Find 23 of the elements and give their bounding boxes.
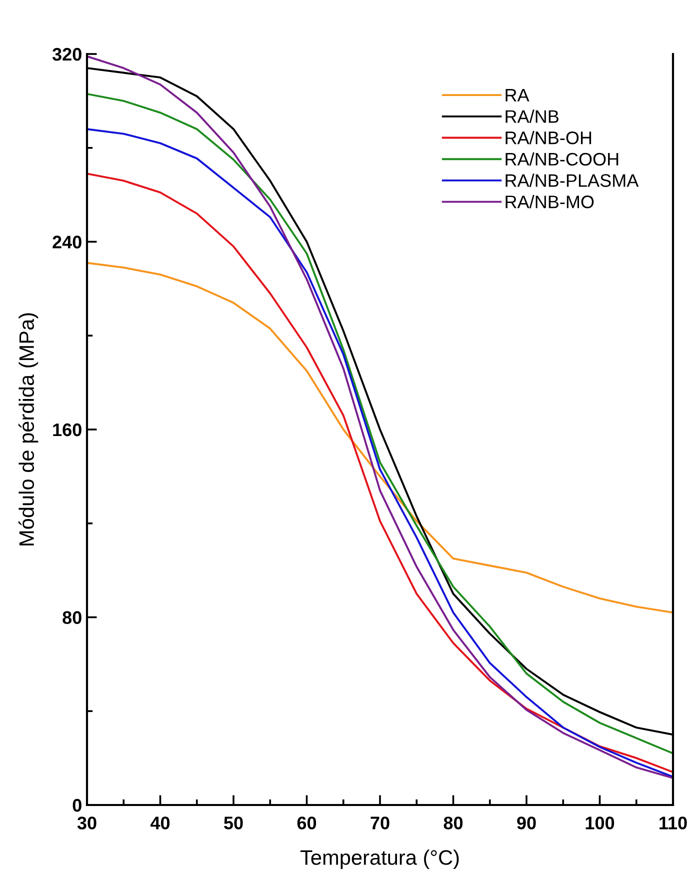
x-tick-label: 90 <box>517 816 536 830</box>
x-tick-label: 70 <box>370 816 390 830</box>
x-tick-label: 30 <box>77 816 96 830</box>
legend-label: RA/NB-MO <box>506 195 594 208</box>
x-axis-title: Temperatura (°C) <box>300 850 459 870</box>
y-tick-label: 320 <box>52 48 82 61</box>
x-tick-label: 100 <box>586 816 614 830</box>
x-tick-label: 110 <box>660 816 687 830</box>
y-tick-label: 160 <box>53 423 82 436</box>
x-tick-label: 50 <box>224 816 243 830</box>
y-axis-title: Módulo de pérdida (MPa) <box>18 313 38 546</box>
legend-label: RA/NB-PLASMA <box>506 174 639 187</box>
line-series <box>87 262 673 614</box>
y-tick-label: 0 <box>72 798 82 812</box>
legend-label: RA <box>506 88 530 102</box>
x-tick-label: 40 <box>150 816 170 830</box>
legend-label: RA/NB-OH <box>506 130 592 144</box>
x-tick-label: 60 <box>297 816 316 830</box>
legend-label: RA/NB <box>506 110 558 123</box>
x-tick-label: 80 <box>444 816 463 830</box>
y-tick-label: 240 <box>52 236 82 248</box>
legend-label: RA/NB-COOH <box>506 152 618 166</box>
y-tick-label: 80 <box>62 611 82 624</box>
